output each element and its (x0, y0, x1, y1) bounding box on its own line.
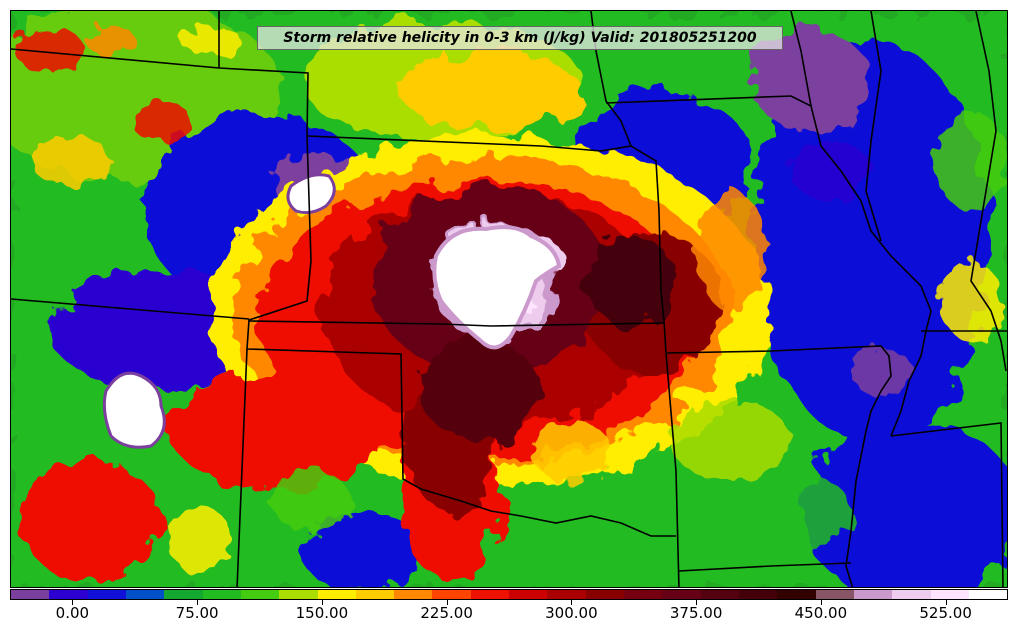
colorbar-segment (432, 590, 471, 599)
colorbar-tick-label: 375.00 (669, 604, 723, 622)
helicity-field (11, 11, 1007, 587)
colorbar-segment (777, 590, 816, 599)
colorbar-segment (853, 590, 893, 599)
state-boundaries (11, 11, 1007, 587)
colorbar-segment (394, 590, 433, 599)
colorbar-segment (470, 590, 510, 599)
colorbar-tick (72, 600, 74, 605)
colorbar-tick-label: 150.00 (295, 604, 349, 622)
helicity-map: Storm relative helicity in 0-3 km (J/kg)… (10, 10, 1008, 588)
colorbar-segment (355, 590, 395, 599)
colorbar-tick (197, 600, 199, 605)
colorbar-segment (49, 590, 88, 599)
colorbar-tick-label: 0.00 (55, 604, 90, 622)
colorbar-segment (815, 590, 854, 599)
colorbar-segment (279, 590, 318, 599)
colorbar-segment (585, 590, 624, 599)
colorbar-tick-label: 300.00 (545, 604, 598, 622)
colorbar-segment (240, 590, 280, 599)
colorbar-tick (696, 600, 698, 605)
colorbar-tick-label: 450.00 (794, 604, 848, 622)
colorbar-segment (738, 590, 778, 599)
colorbar-segment (968, 590, 1008, 599)
helicity-contours (11, 11, 1007, 587)
colorbar-segment (624, 590, 663, 599)
colorbar-segment (700, 590, 739, 599)
colorbar-tick (945, 600, 947, 605)
map-title: Storm relative helicity in 0-3 km (J/kg)… (257, 26, 783, 50)
colorbar-tick (820, 600, 822, 605)
colorbar-tick-label: 225.00 (420, 604, 473, 622)
colorbar-segment (547, 590, 586, 599)
colorbar-segment (930, 590, 969, 599)
colorbar (10, 589, 1008, 600)
colorbar-tick (446, 600, 448, 605)
colorbar-tick (321, 600, 323, 605)
colorbar-tick (571, 600, 573, 605)
colorbar-segment (509, 590, 548, 599)
contour-texture (16, 26, 1006, 576)
colorbar-segment (125, 590, 165, 599)
colorbar-segment (662, 590, 701, 599)
colorbar-ticks: 0.00 75.00 150.00 225.00 300.00 375.00 450.00 5… (10, 600, 1008, 630)
colorbar-segment (164, 590, 203, 599)
colorbar-tick-label: 525.00 (919, 604, 972, 622)
colorbar-segment (892, 590, 931, 599)
colorbar-tick-label: 75.00 (175, 604, 219, 622)
colorbar-segment (202, 590, 241, 599)
colorbar-segment (11, 590, 50, 599)
colorbar-segment (317, 590, 356, 599)
helicity-maxima (102, 173, 562, 449)
colorbar-segment (87, 590, 126, 599)
